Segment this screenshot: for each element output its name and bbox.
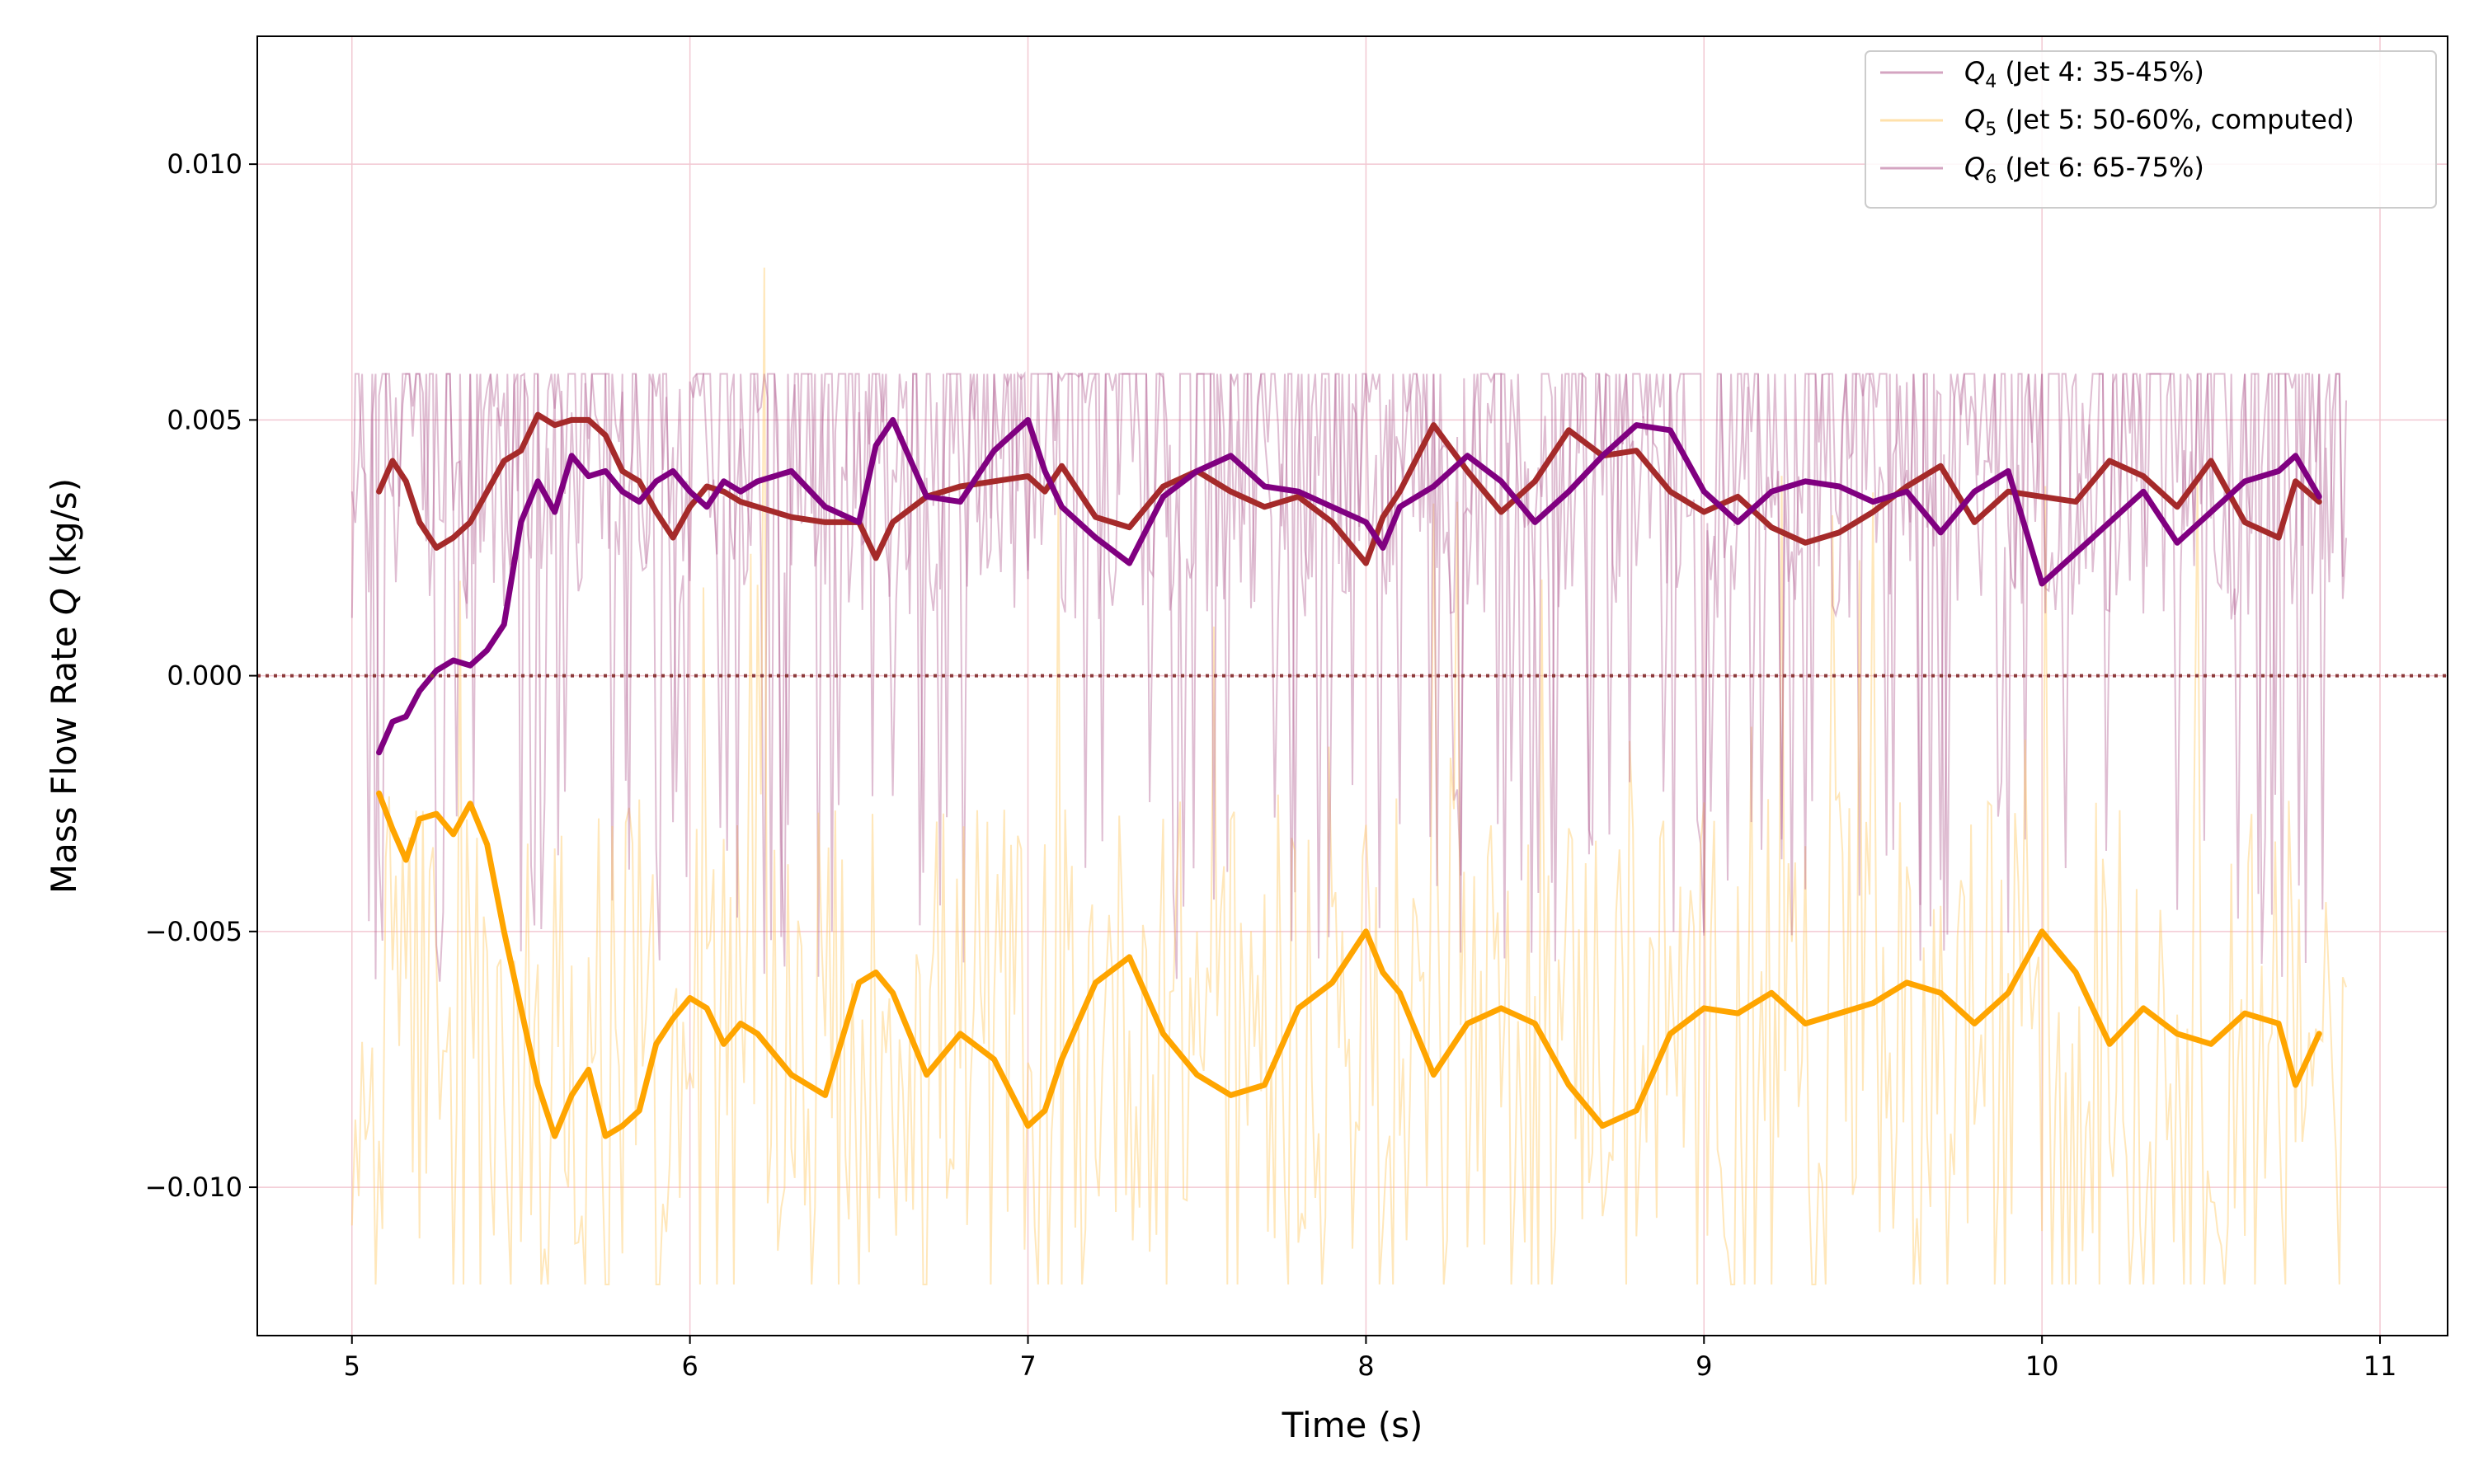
y-tick-label: 0.010 bbox=[167, 148, 242, 180]
legend-item-q6: Q6 (Jet 6: 65-75%) bbox=[1880, 152, 2204, 188]
x-tick-label: 6 bbox=[681, 1350, 698, 1382]
series-layer bbox=[350, 267, 2347, 1285]
plot-frame bbox=[256, 35, 2448, 1336]
x-axis-title: Time (s) bbox=[1282, 1405, 1423, 1445]
x-tick-label: 5 bbox=[344, 1350, 360, 1382]
x-tick-label: 11 bbox=[2363, 1350, 2397, 1382]
legend-item-q5: Q5 (Jet 5: 50-60%, computed) bbox=[1880, 104, 2354, 140]
y-tick-label: 0.000 bbox=[167, 660, 242, 692]
x-tick-label: 10 bbox=[2025, 1350, 2059, 1382]
legend-label: Q4 (Jet 4: 35-45%) bbox=[1964, 56, 2204, 92]
x-tick-label: 8 bbox=[1357, 1350, 1374, 1382]
legend-box bbox=[1865, 50, 2437, 209]
x-tick-label: 7 bbox=[1019, 1350, 1036, 1382]
legend-item-q4: Q4 (Jet 4: 35-45%) bbox=[1880, 56, 2204, 92]
raw-series-q4 bbox=[350, 371, 2347, 979]
smoothed-series-q6 bbox=[376, 416, 2322, 756]
y-axis-title-symbol: Q bbox=[44, 588, 84, 615]
legend-label: Q5 (Jet 5: 50-60%, computed) bbox=[1964, 104, 2354, 140]
legend-label: Q6 (Jet 6: 65-75%) bbox=[1964, 152, 2204, 188]
y-tick-label: −0.010 bbox=[145, 1172, 242, 1203]
x-tick-label: 9 bbox=[1696, 1350, 1712, 1382]
y-axis-title-prefix: Mass Flow Rate bbox=[44, 615, 84, 894]
y-axis-title: Mass Flow Rate Q (kg/s) bbox=[44, 478, 84, 894]
raw-series-q6 bbox=[350, 370, 2347, 982]
y-axis-title-suffix: (kg/s) bbox=[44, 478, 84, 588]
axis-ticks: 5 6 7 8 9 10 11 0.010 0.005 0.000 −0.005 −0.010 bbox=[145, 148, 2397, 1382]
y-tick-label: −0.005 bbox=[145, 916, 242, 947]
plot-area bbox=[257, 36, 2448, 1336]
legend: Q4 (Jet 4: 35-45%) Q5 (Jet 5: 50-60%, com… bbox=[1865, 50, 2437, 209]
raw-series-q5 bbox=[350, 267, 2347, 1285]
y-tick-label: 0.005 bbox=[167, 404, 242, 435]
smoothed-series-q4 bbox=[376, 411, 2322, 566]
smoothed-series-q5 bbox=[376, 790, 2322, 1139]
